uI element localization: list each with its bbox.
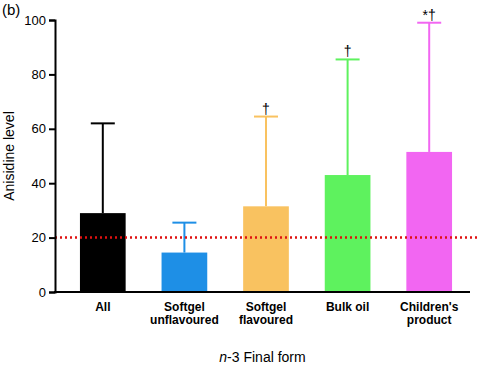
annotation: † bbox=[262, 101, 270, 117]
y-axis: 0 20 40 60 80 100 bbox=[24, 13, 55, 300]
x-tick: Children'sproduct bbox=[400, 292, 459, 327]
y-tick-mark bbox=[49, 183, 55, 185]
x-tick-label: Softgelunflavoured bbox=[150, 300, 219, 328]
reference-line bbox=[55, 236, 480, 239]
error-bar-cap bbox=[172, 222, 196, 224]
panel-label: (b) bbox=[2, 1, 20, 18]
y-tick: 0 bbox=[39, 285, 55, 300]
annotation: † bbox=[344, 43, 352, 59]
error-bar bbox=[417, 23, 441, 152]
bar bbox=[80, 213, 126, 292]
x-axis: AllSoftgelunflavouredSoftgelflavouredBul… bbox=[54, 292, 470, 327]
x-axis-title: n-3 Final form bbox=[219, 349, 305, 365]
x-tick-label-line: Bulk oil bbox=[326, 300, 369, 314]
error-bar-stem bbox=[428, 23, 430, 152]
y-axis-line bbox=[49, 21, 56, 293]
error-bar-stem bbox=[347, 59, 349, 175]
plot-area bbox=[55, 23, 480, 292]
x-tick-label-line: Softgel bbox=[246, 300, 287, 314]
x-tick-label-line: flavoured bbox=[239, 313, 293, 327]
x-tick-label-line: All bbox=[95, 300, 110, 314]
y-axis-title: Anisidine level bbox=[1, 111, 17, 201]
y-tick-mark bbox=[49, 20, 55, 22]
x-tick-label-line: Softgel bbox=[164, 300, 205, 314]
x-tick-label-line: Children's bbox=[400, 300, 459, 314]
x-tick-label-line: product bbox=[407, 313, 452, 327]
y-tick: 20 bbox=[32, 230, 55, 245]
x-tick-label-line: unflavoured bbox=[150, 313, 219, 327]
error-bar bbox=[336, 59, 360, 175]
x-tick: All bbox=[95, 292, 110, 314]
y-tick: 100 bbox=[24, 13, 55, 28]
y-tick: 80 bbox=[32, 67, 55, 82]
x-tick: Softgelflavoured bbox=[239, 292, 293, 327]
y-tick-label: 0 bbox=[39, 285, 46, 300]
x-tick: Bulk oil bbox=[326, 292, 369, 314]
y-tick-label: 100 bbox=[24, 13, 46, 28]
bar bbox=[325, 175, 371, 292]
annotation: *† bbox=[423, 7, 436, 23]
x-axis-line bbox=[54, 291, 470, 293]
x-axis-title-part: -3 Final form bbox=[227, 349, 306, 365]
y-tick-mark bbox=[49, 237, 55, 239]
y-tick-mark bbox=[49, 128, 55, 130]
x-tick-label: Bulk oil bbox=[326, 300, 369, 314]
error-bar-cap bbox=[91, 122, 115, 124]
y-tick: 60 bbox=[32, 121, 55, 136]
chart: (b)††*†020406080100AllSoftgelunflavoured… bbox=[0, 0, 500, 373]
x-tick-label: Softgelflavoured bbox=[239, 300, 293, 328]
y-tick-label: 40 bbox=[32, 176, 46, 191]
y-tick-label: 20 bbox=[32, 230, 46, 245]
x-tick-label: Children'sproduct bbox=[400, 300, 459, 328]
error-bar-stem bbox=[102, 123, 104, 213]
error-bar-stem bbox=[265, 117, 267, 207]
y-tick-mark bbox=[49, 74, 55, 76]
y-tick-label: 80 bbox=[32, 67, 46, 82]
x-tick: Softgelunflavoured bbox=[150, 292, 219, 327]
bar bbox=[406, 152, 452, 292]
x-tick-label: All bbox=[95, 300, 110, 314]
error-bar bbox=[91, 123, 115, 213]
bar bbox=[243, 206, 289, 292]
y-tick-label: 60 bbox=[32, 121, 46, 136]
x-axis-title-part: n bbox=[219, 349, 227, 365]
error-bar bbox=[254, 117, 278, 207]
y-tick: 40 bbox=[32, 176, 55, 191]
bar bbox=[162, 253, 208, 292]
